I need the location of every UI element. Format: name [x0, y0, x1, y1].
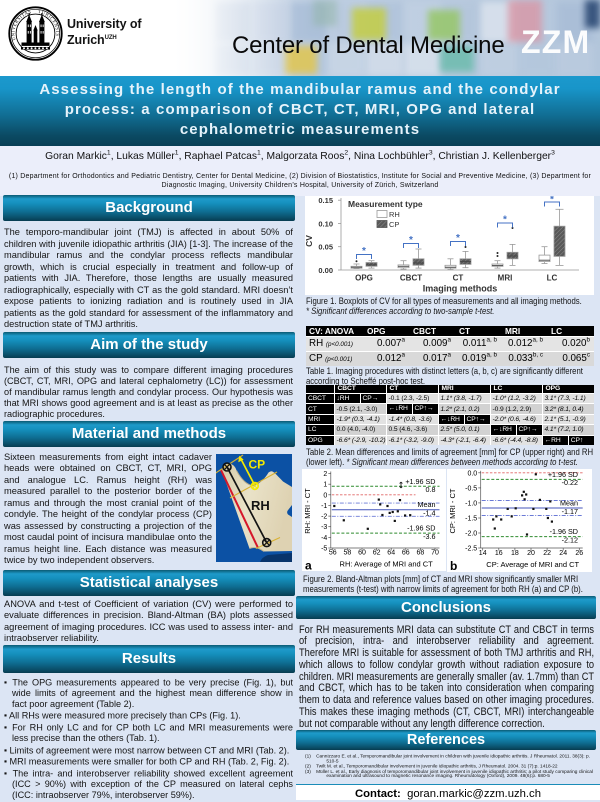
svg-text:-1.5: -1.5: [465, 516, 477, 523]
svg-text:26: 26: [575, 550, 583, 557]
svg-text:-0.22: -0.22: [562, 478, 578, 487]
svg-text:-1.96 SD: -1.96 SD: [407, 524, 435, 533]
svg-text:CP: CP: [249, 458, 266, 472]
svg-text:CP: Average of MRI and CT: CP: Average of MRI and CT: [486, 560, 579, 569]
svg-text:RH: RH: [251, 498, 270, 513]
svg-text:CV: CV: [305, 235, 314, 247]
svg-text:Mean: Mean: [418, 500, 436, 509]
svg-text:-3: -3: [321, 524, 327, 531]
svg-text:-4: -4: [321, 535, 327, 542]
svg-text:0.15: 0.15: [318, 196, 333, 205]
svg-text:16: 16: [495, 550, 503, 557]
svg-text:*: *: [550, 196, 554, 206]
svg-text:0: 0: [323, 492, 327, 499]
svg-text:+1.96 SD: +1.96 SD: [548, 470, 578, 479]
svg-text:-5: -5: [321, 546, 327, 553]
svg-text:20: 20: [527, 550, 535, 557]
svg-text:CP: CP: [389, 220, 399, 229]
svg-text:1: 1: [323, 482, 327, 489]
svg-text:64: 64: [387, 550, 395, 557]
svg-text:RH: MRI - CT: RH: MRI - CT: [303, 488, 312, 534]
svg-text:CT: CT: [453, 274, 464, 283]
svg-text:CBCT: CBCT: [400, 274, 422, 283]
svg-text:Mean: Mean: [560, 499, 578, 508]
svg-text:62: 62: [373, 550, 381, 557]
svg-text:-3.6: -3.6: [423, 532, 435, 541]
svg-text:18: 18: [511, 550, 519, 557]
svg-text:66: 66: [402, 550, 410, 557]
svg-text:+1.96 SD: +1.96 SD: [405, 477, 435, 486]
svg-text:-1: -1: [321, 503, 327, 510]
svg-text:RH: Average of MRI and CT: RH: Average of MRI and CT: [340, 560, 434, 569]
svg-text:-2.12: -2.12: [562, 535, 578, 544]
svg-text:-1.4: -1.4: [423, 509, 435, 518]
svg-text:-2: -2: [321, 514, 327, 521]
svg-text:Imaging methods: Imaging methods: [423, 284, 498, 294]
svg-text:*: *: [409, 235, 413, 246]
svg-text:OPG: OPG: [355, 274, 373, 283]
svg-text:2: 2: [323, 471, 327, 478]
svg-text:*: *: [503, 215, 507, 226]
svg-text:0.10: 0.10: [318, 219, 333, 228]
svg-text:0.00: 0.00: [318, 266, 333, 275]
svg-text:0.8: 0.8: [426, 485, 436, 494]
svg-text:-2.0: -2.0: [465, 531, 477, 538]
svg-text:*: *: [456, 233, 460, 244]
svg-text:Measurement type: Measurement type: [348, 199, 423, 209]
svg-text:60: 60: [358, 550, 366, 557]
svg-text:24: 24: [559, 550, 567, 557]
svg-text:a: a: [305, 559, 312, 572]
svg-text:-1.96 SD: -1.96 SD: [550, 527, 578, 536]
svg-text:b: b: [450, 559, 457, 572]
svg-text:MRI: MRI: [498, 274, 513, 283]
svg-text:-2.5: -2.5: [465, 546, 477, 553]
svg-text:22: 22: [543, 550, 551, 557]
svg-text:RH: RH: [389, 210, 400, 219]
svg-text:LC: LC: [547, 274, 558, 283]
svg-text:58: 58: [344, 550, 352, 557]
svg-text:CP: MRI - CT: CP: MRI - CT: [448, 488, 457, 533]
svg-text:0.05: 0.05: [318, 243, 333, 252]
svg-text:-1.17: -1.17: [562, 507, 578, 516]
svg-text:70: 70: [431, 550, 439, 557]
svg-text:14: 14: [479, 550, 487, 557]
svg-text:0.0: 0.0: [467, 470, 477, 477]
svg-text:56: 56: [329, 550, 337, 557]
svg-text:-0.5: -0.5: [465, 485, 477, 492]
svg-text:68: 68: [417, 550, 425, 557]
svg-text:*: *: [362, 246, 366, 257]
svg-text:-1.0: -1.0: [465, 500, 477, 507]
